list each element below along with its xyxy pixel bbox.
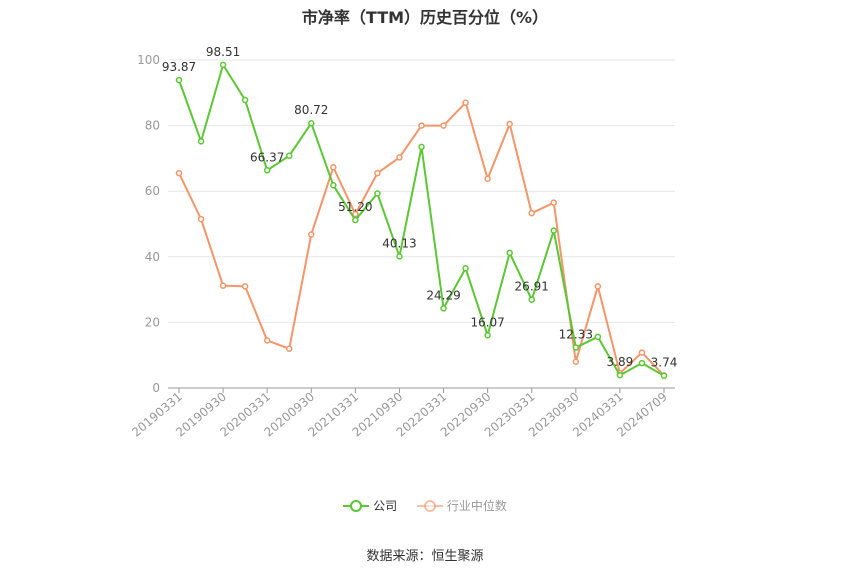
data-point-company-7 xyxy=(330,182,337,189)
data-point-company-22 xyxy=(660,372,668,379)
data-point-industry-median-13 xyxy=(462,99,469,106)
y-tick-label-60: 60 xyxy=(145,184,160,198)
data-point-company-8 xyxy=(352,216,359,224)
data-point-industry-median-11 xyxy=(418,122,425,129)
data-label-company-12: 24.29 xyxy=(426,288,460,302)
legend-swatch-industry-median xyxy=(416,499,443,513)
data-point-industry-median-16 xyxy=(528,209,535,217)
data-point-company-3 xyxy=(241,96,249,104)
data-label-company-6: 80.72 xyxy=(294,103,328,117)
data-point-industry-median-5 xyxy=(285,345,293,352)
data-label-company-18: 12.33 xyxy=(559,328,593,342)
data-point-company-0 xyxy=(175,76,183,84)
legend-label-company: 公司 xyxy=(373,499,398,513)
data-point-industry-median-9 xyxy=(374,169,381,177)
data-point-company-1 xyxy=(197,138,205,145)
data-point-company-20 xyxy=(616,371,624,379)
series-lines xyxy=(175,61,668,379)
data-point-company-16 xyxy=(528,296,535,303)
legend-swatch-company xyxy=(343,499,370,513)
data-point-industry-median-15 xyxy=(506,120,513,128)
y-tick-label-0: 0 xyxy=(152,381,160,395)
data-point-company-17 xyxy=(550,227,558,234)
data-point-company-21 xyxy=(638,359,646,367)
data-label-company-8: 51.20 xyxy=(338,200,372,214)
data-point-industry-median-14 xyxy=(484,175,491,182)
data-point-industry-median-12 xyxy=(440,122,447,129)
data-label-company-10: 40.13 xyxy=(382,236,416,250)
data-label-company-22: 3.74 xyxy=(651,356,678,370)
data-point-industry-median-0 xyxy=(175,169,183,177)
data-label-company-2: 98.51 xyxy=(206,45,240,59)
y-tick-label-100: 100 xyxy=(137,53,160,67)
data-point-industry-median-3 xyxy=(241,283,249,290)
y-tick-label-40: 40 xyxy=(145,250,160,264)
data-label-company-16: 26.91 xyxy=(515,280,549,294)
data-point-company-11 xyxy=(418,143,425,151)
data-point-company-12 xyxy=(440,305,447,312)
data-point-company-13 xyxy=(462,265,469,272)
data-point-industry-median-4 xyxy=(263,337,271,344)
data-point-industry-median-21 xyxy=(638,349,646,356)
data-point-industry-median-1 xyxy=(197,215,205,223)
data-point-company-4 xyxy=(263,167,271,174)
data-point-industry-median-18 xyxy=(572,358,580,366)
legend-item-company[interactable]: 公司 xyxy=(343,497,397,514)
data-point-industry-median-6 xyxy=(308,231,315,238)
data-point-industry-median-8 xyxy=(352,210,359,218)
data-source: 数据来源：恒生聚源 xyxy=(366,549,484,564)
data-label-company-4: 66.37 xyxy=(250,150,284,164)
data-point-industry-median-7 xyxy=(330,164,337,171)
data-label-company-20: 3.89 xyxy=(607,355,634,369)
data-point-industry-median-19 xyxy=(594,283,602,290)
data-point-company-19 xyxy=(594,333,602,341)
data-point-company-14 xyxy=(484,332,491,339)
data-point-company-18 xyxy=(572,344,580,351)
data-label-company-14: 16.07 xyxy=(470,315,504,329)
data-point-industry-median-2 xyxy=(219,282,227,289)
data-point-company-9 xyxy=(374,190,381,197)
legend-item-industry-median[interactable]: 行业中位数 xyxy=(416,497,507,514)
data-point-industry-median-17 xyxy=(550,199,558,206)
data-point-company-6 xyxy=(308,119,315,127)
data-point-industry-median-10 xyxy=(396,154,403,161)
data-labels: 93.87 98.51 66.37 80.72 51.20 40.13 24.29 16.07… xyxy=(162,45,678,370)
legend: 公司 行业中位数 xyxy=(0,497,850,516)
data-label-company-0: 93.87 xyxy=(162,60,196,74)
y-tick-label-20: 20 xyxy=(145,315,160,329)
data-point-company-2 xyxy=(219,61,227,69)
chart-title: 市净率（TTM）历史百分位（%） xyxy=(301,8,549,27)
legend-label-industry-median: 行业中位数 xyxy=(446,499,507,513)
data-point-company-5 xyxy=(285,152,293,160)
data-point-company-15 xyxy=(506,249,513,257)
y-tick-label-80: 80 xyxy=(145,119,160,133)
data-point-company-10 xyxy=(396,253,403,260)
